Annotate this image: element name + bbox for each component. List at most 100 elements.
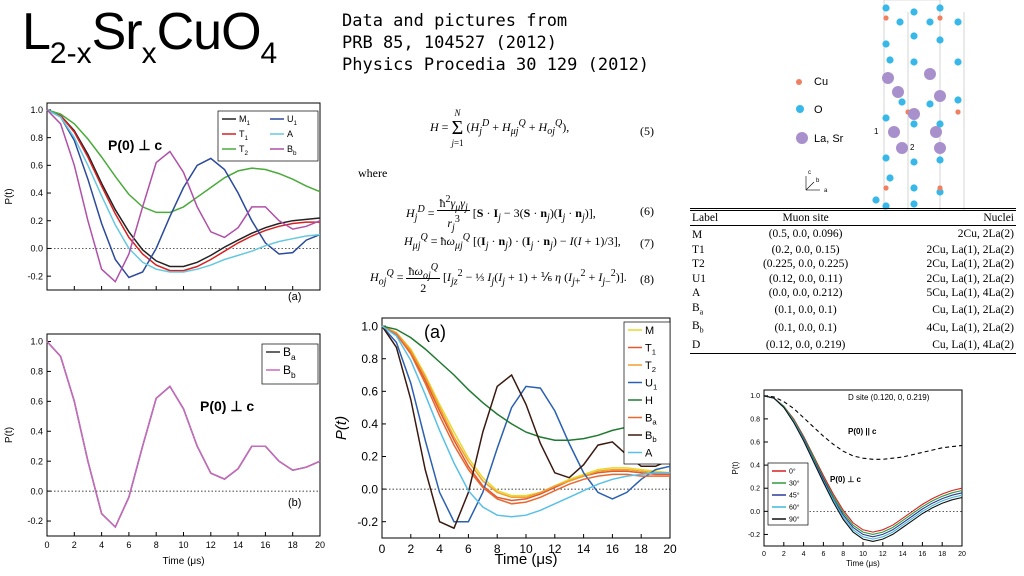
table-row: U1 (0.12, 0.0, 0.11) 2Cu, La(1), 2La(2) (690, 272, 1016, 287)
oxygen-atom (882, 154, 890, 162)
series-line (46, 109, 321, 273)
oxygen-atom (936, 4, 944, 12)
chart-annotation: P(0) ⊥ c (830, 475, 862, 484)
legend-label: A (645, 447, 653, 459)
oxygen-atom (926, 100, 934, 108)
legend-box (261, 343, 319, 385)
title-subscript: x (141, 37, 157, 70)
site-label: M (692, 229, 703, 241)
chart-panel-d-site: -0.2 0.0 0.2 0.4 0.6 0.8 1.0 0 2 4 6 8 10 12 14 16 18 20 P… (731, 389, 966, 568)
y-tick-label: 0.0 (361, 482, 378, 496)
site-nuclei: 4Cu, La(1), 2La(2) (926, 322, 1015, 335)
lanthanum-atom (908, 108, 920, 120)
x-axis-label: Time (μs) (494, 551, 557, 568)
oxygen-atom (882, 114, 890, 122)
x-axis-label: Time (μs) (162, 556, 204, 567)
muon-site-table-wrap: Label Muon site Nuclei M (0.5, 0.0, 0.096… (690, 208, 1016, 354)
y-tick-label: 0.2 (361, 450, 378, 464)
legend-label: O (814, 104, 823, 116)
legend-label: U1 (287, 114, 298, 127)
oxygen-atom (910, 200, 918, 208)
lanthanum-atom (888, 126, 900, 138)
oxygen-atom (886, 56, 894, 64)
chart-annotation: P(0) ⊥ c (108, 137, 162, 153)
table-row: Ba (0.1, 0.0, 0.1) Cu, La(1), 2La(2) (690, 301, 1016, 320)
legend-item-la-sr: La, Sr (796, 132, 843, 145)
title-subscript: 4 (260, 37, 278, 70)
site-label: Bb (692, 320, 704, 335)
muon-site-table: Label Muon site Nuclei M (0.5, 0.0, 0.096… (690, 208, 1016, 354)
legend-label: T1 (645, 342, 656, 356)
chart-annotation: D site (0.120, 0, 0.219) (848, 393, 930, 402)
y-tick-label: -0.2 (748, 532, 760, 539)
reference-block: Data and pictures from PRB 85, 104527 (2… (342, 10, 649, 76)
x-tick-label: 18 (288, 540, 298, 550)
equation-7: HμjQ = ħωμjQ [(Ij · nj) · (Ij · nj) − I(… (404, 232, 621, 252)
legend-label: Bb (645, 430, 657, 444)
lanthanum-atom (892, 86, 904, 98)
site-label: A (692, 287, 701, 299)
site-nuclei: 5Cu, La(1), 4La(2) (926, 287, 1015, 299)
oxygen-atom (872, 196, 880, 204)
equation-number: (5) (640, 124, 654, 138)
reference-line: Data and pictures from (342, 11, 568, 31)
crystal-structure-image: 1 2 cba (805, 0, 965, 210)
y-tick-label: 0.6 (750, 439, 760, 446)
title-subscript: 2-x (49, 37, 92, 70)
series-line (381, 325, 670, 499)
equation-6: HjD = ħ2γμγj rj3 [S · Ij − 3(S · nj)(Ij ·… (406, 194, 596, 234)
y-tick-label: 1.0 (361, 319, 378, 333)
equation-number: (6) (640, 204, 654, 218)
legend-label: La, Sr (814, 133, 844, 145)
y-tick-label: 0.2 (30, 216, 43, 226)
legend-label: 30° (789, 479, 800, 487)
panel-label: (a) (288, 291, 301, 303)
oxygen-atom (910, 158, 918, 166)
x-tick-label: 18 (635, 542, 649, 556)
copper-atom (883, 185, 889, 191)
oxygen-atom (954, 96, 962, 104)
reference-line: Physics Procedia 30 129 (2012) (342, 55, 650, 75)
copper-atom (883, 15, 889, 21)
y-axis-label: P(t) (4, 188, 15, 204)
oxygen-atom (936, 188, 944, 196)
series-line (46, 109, 321, 283)
oxygen-atom (910, 184, 918, 192)
y-tick-label: 0.6 (30, 160, 43, 170)
legend-item-o: O (796, 104, 823, 116)
series-line (381, 325, 670, 505)
series-line (381, 325, 671, 523)
axis-letter: c (808, 170, 811, 176)
table-row: A (0.0, 0.0, 0.212) 5Cu, La(1), 4La(2) (690, 286, 1016, 301)
site-nuclei: Cu, La(1), 2La(2) (932, 303, 1014, 316)
legend-box (623, 321, 671, 465)
chart-annotation: P(0) || c (848, 427, 877, 436)
lanthanum-atom (934, 142, 946, 154)
y-tick-label: 0.4 (750, 463, 760, 470)
site-coords: (0.225, 0.0, 0.225) (762, 258, 849, 270)
legend-label: Bb (287, 144, 297, 157)
oxygen-atom (886, 174, 894, 182)
x-tick-label: 20 (958, 551, 966, 558)
equation-number: (7) (640, 236, 654, 250)
site-label: U1 (692, 272, 707, 285)
y-tick-label: -0.2 (357, 515, 378, 529)
table-row: M (0.5, 0.0, 0.096) 2Cu, 2La(2) (690, 226, 1016, 243)
site-coords: (0.2, 0.0, 0.15) (771, 243, 840, 256)
copper-atom (955, 109, 961, 115)
legend-item-cu: Cu (796, 76, 828, 88)
y-axis-label: P(t) (731, 461, 740, 474)
y-tick-label: 0.4 (361, 417, 378, 431)
oxygen-atom (882, 40, 890, 48)
legend-label: A (287, 129, 293, 139)
axis-letter: a (824, 188, 828, 194)
series-line (381, 325, 670, 441)
oxygen-atom (882, 202, 890, 210)
y-tick-label: 0.2 (750, 486, 760, 493)
x-tick-label: 10 (178, 540, 188, 550)
site-nuclei: 2Cu, La(1), 2La(2) (926, 243, 1015, 256)
site-mark: 2 (910, 143, 915, 152)
site-nuclei: Cu, La(1), 4La(2) (874, 338, 1016, 354)
legend-label: M (645, 325, 654, 337)
